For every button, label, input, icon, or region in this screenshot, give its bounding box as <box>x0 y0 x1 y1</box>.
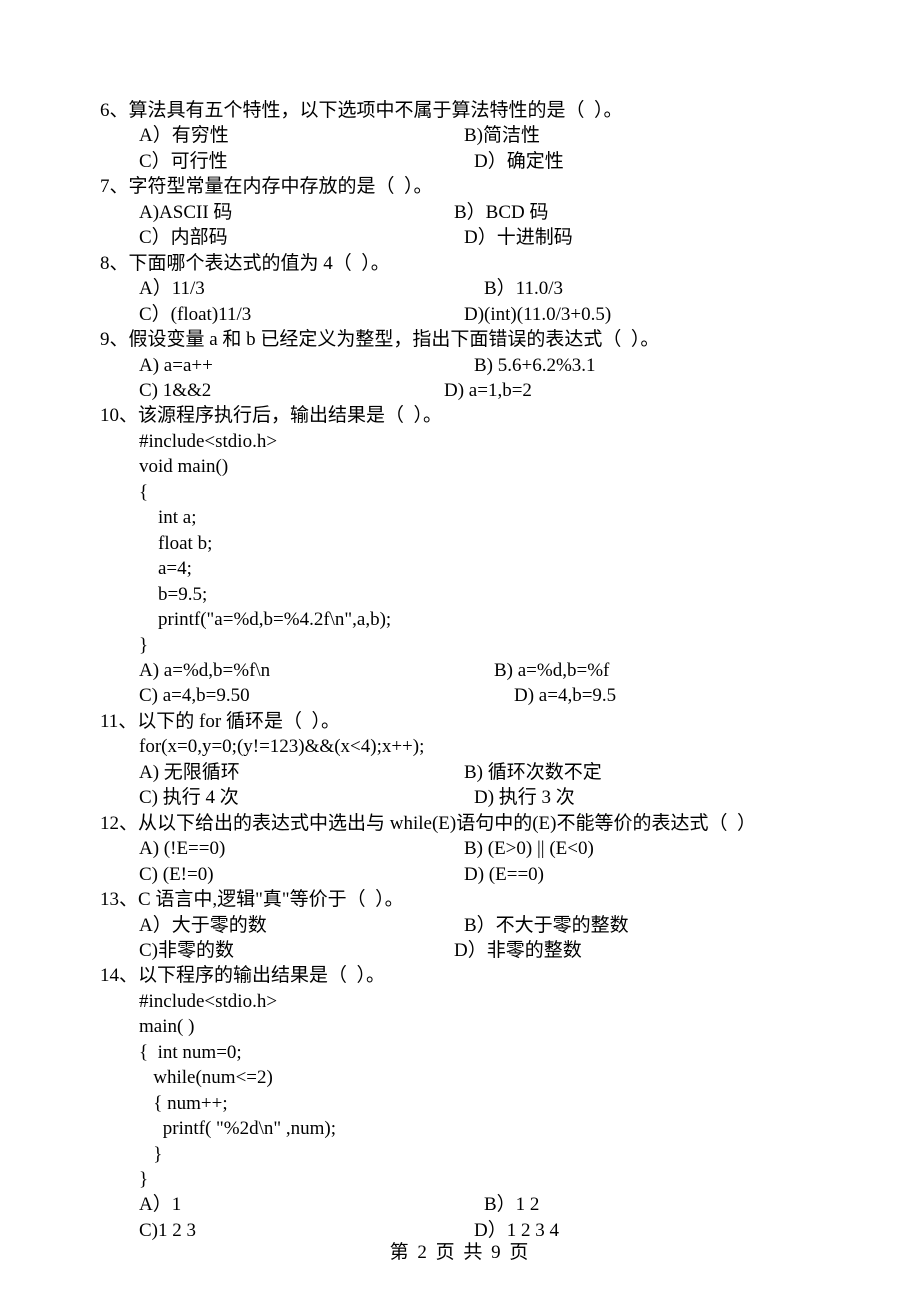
q6-stem: 6、算法具有五个特性，以下选项中不属于算法特性的是（ ）。 <box>100 98 830 123</box>
question-9: 9、假设变量 a 和 b 已经定义为整型，指出下面错误的表达式（ ）。 A) a… <box>100 327 830 403</box>
q11-code: for(x=0,y=0;(y!=123)&&(x<4);x++); <box>100 734 830 759</box>
question-14: 14、以下程序的输出结果是（ ）。 #include<stdio.h> main… <box>100 963 830 1243</box>
q8-stem: 8、下面哪个表达式的值为 4（ ）。 <box>100 251 830 276</box>
q10-code-1: void main() <box>139 454 830 479</box>
q7-opt-d: D）十进制码 <box>464 225 573 250</box>
q11-opt-d: D) 执行 3 次 <box>474 785 575 810</box>
page-footer: 第 2 页 共 9 页 <box>0 1237 920 1264</box>
q10-options: A) a=%d,b=%f\n B) a=%d,b=%f C) a=4,b=9.5… <box>100 658 830 709</box>
q10-code-6: b=9.5; <box>139 582 830 607</box>
question-10: 10、该源程序执行后，输出结果是（ ）。 #include<stdio.h> v… <box>100 403 830 708</box>
q10-opt-d: D) a=4,b=9.5 <box>514 683 616 708</box>
q11-opt-a: A) 无限循环 <box>139 760 464 785</box>
q11-options: A) 无限循环 B) 循环次数不定 C) 执行 4 次 D) 执行 3 次 <box>100 760 830 811</box>
q10-code-5: a=4; <box>139 556 830 581</box>
q14-code-6: } <box>139 1142 830 1167</box>
q14-code-7: } <box>139 1167 830 1192</box>
q14-opt-a: A）1 <box>139 1192 484 1217</box>
q14-stem: 14、以下程序的输出结果是（ ）。 <box>100 963 830 988</box>
q10-code-0: #include<stdio.h> <box>139 429 830 454</box>
q12-opt-c: C) (E!=0) <box>139 862 464 887</box>
q11-opt-b: B) 循环次数不定 <box>464 760 602 785</box>
q14-options: A）1 B）1 2 C)1 2 3 D）1 2 3 4 <box>100 1192 830 1243</box>
q6-opt-a: A）有穷性 <box>139 123 464 148</box>
question-13: 13、C 语言中,逻辑"真"等价于（ ）。 A）大于零的数 B）不大于零的整数 … <box>100 887 830 963</box>
q14-code-2: { int num=0; <box>139 1040 830 1065</box>
q14-code: #include<stdio.h> main( ) { int num=0; w… <box>100 989 830 1193</box>
question-11: 11、以下的 for 循环是（ ）。 for(x=0,y=0;(y!=123)&… <box>100 709 830 811</box>
q8-options: A）11/3 B）11.0/3 C）(float)11/3 D)(int)(11… <box>100 276 830 327</box>
q10-code-8: } <box>139 633 830 658</box>
q7-opt-c: C）内部码 <box>139 225 464 250</box>
page-content: 6、算法具有五个特性，以下选项中不属于算法特性的是（ ）。 A）有穷性 B)简洁… <box>0 0 920 1283</box>
q11-opt-c: C) 执行 4 次 <box>139 785 474 810</box>
question-8: 8、下面哪个表达式的值为 4（ ）。 A）11/3 B）11.0/3 C）(fl… <box>100 251 830 327</box>
q9-opt-b: B) 5.6+6.2%3.1 <box>474 353 596 378</box>
q10-code-7: printf("a=%d,b=%4.2f\n",a,b); <box>139 607 830 632</box>
q11-stem: 11、以下的 for 循环是（ ）。 <box>100 709 830 734</box>
q12-stem: 12、从以下给出的表达式中选出与 while(E)语句中的(E)不能等价的表达式… <box>100 811 830 836</box>
q10-code-4: float b; <box>139 531 830 556</box>
q13-opt-c: C)非零的数 <box>139 938 454 963</box>
question-12: 12、从以下给出的表达式中选出与 while(E)语句中的(E)不能等价的表达式… <box>100 811 830 887</box>
q13-opt-b: B）不大于零的整数 <box>464 913 629 938</box>
q14-code-5: printf( "%2d\n" ,num); <box>139 1116 830 1141</box>
q14-code-4: { num++; <box>139 1091 830 1116</box>
q14-opt-b: B）1 2 <box>484 1192 539 1217</box>
q9-opt-d: D) a=1,b=2 <box>444 378 532 403</box>
q9-opt-c: C) 1&&2 <box>139 378 444 403</box>
q10-code-3: int a; <box>139 505 830 530</box>
q13-opt-a: A）大于零的数 <box>139 913 464 938</box>
q13-stem: 13、C 语言中,逻辑"真"等价于（ ）。 <box>100 887 830 912</box>
q14-code-1: main( ) <box>139 1014 830 1039</box>
q8-opt-d: D)(int)(11.0/3+0.5) <box>464 302 611 327</box>
q12-opt-d: D) (E==0) <box>464 862 544 887</box>
q14-code-0: #include<stdio.h> <box>139 989 830 1014</box>
q13-options: A）大于零的数 B）不大于零的整数 C)非零的数 D）非零的整数 <box>100 913 830 964</box>
q7-options: A)ASCII 码 B）BCD 码 C）内部码 D）十进制码 <box>100 200 830 251</box>
q13-opt-d: D）非零的整数 <box>454 938 582 963</box>
question-7: 7、字符型常量在内存中存放的是（ ）。 A)ASCII 码 B）BCD 码 C）… <box>100 174 830 250</box>
question-6: 6、算法具有五个特性，以下选项中不属于算法特性的是（ ）。 A）有穷性 B)简洁… <box>100 98 830 174</box>
q10-opt-b: B) a=%d,b=%f <box>494 658 609 683</box>
q12-opt-a: A) (!E==0) <box>139 836 464 861</box>
q8-opt-b: B）11.0/3 <box>484 276 563 301</box>
q10-code-2: { <box>139 480 830 505</box>
q9-opt-a: A) a=a++ <box>139 353 474 378</box>
q6-opt-b: B)简洁性 <box>464 123 540 148</box>
q7-opt-a: A)ASCII 码 <box>139 200 454 225</box>
q9-options: A) a=a++ B) 5.6+6.2%3.1 C) 1&&2 D) a=1,b… <box>100 353 830 404</box>
q6-opt-c: C）可行性 <box>139 149 474 174</box>
q8-opt-c: C）(float)11/3 <box>139 302 464 327</box>
q10-opt-a: A) a=%d,b=%f\n <box>139 658 494 683</box>
q10-stem: 10、该源程序执行后，输出结果是（ ）。 <box>100 403 830 428</box>
q7-opt-b: B）BCD 码 <box>454 200 549 225</box>
q12-opt-b: B) (E>0) || (E<0) <box>464 836 594 861</box>
q10-opt-c: C) a=4,b=9.50 <box>139 683 514 708</box>
q10-code: #include<stdio.h> void main() { int a; f… <box>100 429 830 658</box>
q12-options: A) (!E==0) B) (E>0) || (E<0) C) (E!=0) D… <box>100 836 830 887</box>
q9-stem: 9、假设变量 a 和 b 已经定义为整型，指出下面错误的表达式（ ）。 <box>100 327 830 352</box>
q7-stem: 7、字符型常量在内存中存放的是（ ）。 <box>100 174 830 199</box>
q11-code-0: for(x=0,y=0;(y!=123)&&(x<4);x++); <box>139 734 830 759</box>
q14-code-3: while(num<=2) <box>139 1065 830 1090</box>
q6-opt-d: D）确定性 <box>474 149 564 174</box>
q6-options: A）有穷性 B)简洁性 C）可行性 D）确定性 <box>100 123 830 174</box>
q8-opt-a: A）11/3 <box>139 276 484 301</box>
